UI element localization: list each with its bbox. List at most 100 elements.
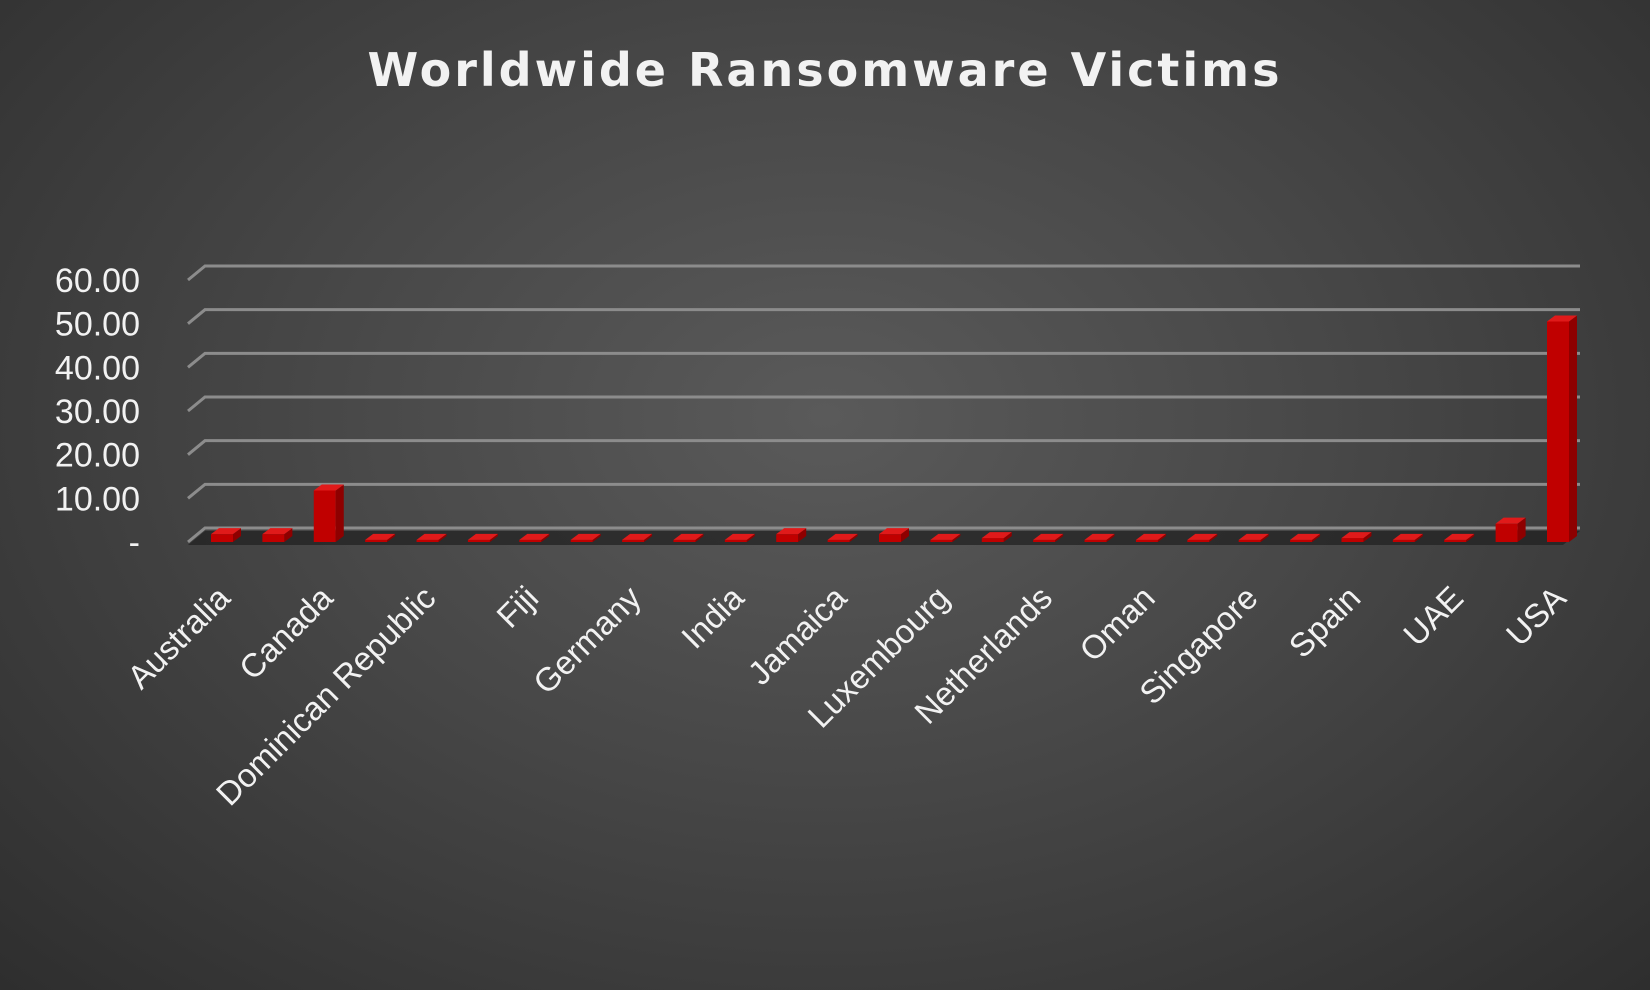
bar-side: [1517, 517, 1526, 542]
bar: [1444, 533, 1475, 542]
bar-side: [1157, 533, 1166, 542]
bar: [1033, 533, 1064, 542]
bar: [776, 528, 807, 542]
bar-top: [1495, 517, 1526, 524]
bar-front: [724, 539, 747, 542]
bar-side: [1363, 532, 1372, 542]
bar-top: [1084, 533, 1115, 540]
bar-top: [879, 528, 909, 535]
bar-front: [981, 538, 1004, 542]
bar-side: [387, 533, 396, 542]
bar: [673, 533, 704, 542]
bar-front: [416, 539, 439, 542]
bars: [211, 315, 1577, 542]
bar-front: [262, 534, 285, 542]
bar-front: [1392, 539, 1415, 542]
bar: [879, 528, 909, 542]
bar-side: [849, 533, 858, 542]
bar: [1495, 517, 1526, 542]
bar-front: [1341, 538, 1364, 542]
bar-top: [1238, 533, 1269, 540]
bar-top: [981, 532, 1012, 539]
bar-top: [1547, 315, 1577, 322]
bar: [467, 533, 498, 542]
bar-front: [673, 539, 696, 542]
bar-side: [1106, 533, 1115, 542]
chart-title: Worldwide Ransomware Victims: [368, 43, 1283, 97]
bar-top: [262, 528, 293, 535]
bar-front: [1187, 539, 1210, 542]
gridline: [187, 264, 1580, 282]
bar-front: [1033, 539, 1056, 542]
bar-front: [1290, 539, 1313, 542]
bar-front: [365, 539, 388, 542]
bar-side: [438, 533, 447, 542]
bar-top: [827, 533, 858, 540]
x-tick-label: Fiji: [489, 579, 545, 635]
bar-top: [930, 533, 961, 540]
bar: [981, 532, 1012, 542]
bar-side: [541, 533, 550, 542]
bar-side: [1209, 533, 1218, 542]
bar-side: [592, 533, 601, 542]
bar-top: [211, 528, 241, 535]
bar-front: [930, 539, 953, 542]
bar-side: [1414, 533, 1423, 542]
gridline: [187, 526, 1580, 544]
gridline: [187, 482, 1580, 500]
bar-side: [1055, 533, 1064, 542]
bar-side: [284, 528, 293, 542]
gridlines: [187, 264, 1580, 545]
bar-front: [1444, 539, 1467, 542]
x-tick-label: India: [674, 578, 751, 655]
bar-front: [776, 534, 799, 542]
bar-front: [1238, 539, 1261, 542]
y-axis-ticks: - 10.00 20.00 30.00 40.00 50.00 60.00: [55, 262, 140, 562]
bar-side: [1003, 532, 1012, 542]
bar: [365, 533, 396, 542]
bar-side: [901, 528, 909, 542]
bar-side: [644, 533, 653, 542]
x-tick-label: Germany: [526, 578, 648, 700]
bar-front: [570, 539, 593, 542]
bar-front: [519, 539, 542, 542]
bar: [1135, 533, 1166, 542]
bar-top: [467, 533, 498, 540]
y-tick-label: 30.00: [55, 393, 140, 431]
bar-top: [1444, 533, 1475, 540]
bar: [1084, 533, 1115, 542]
y-tick-label: -: [129, 524, 140, 562]
y-tick-label: 40.00: [55, 349, 140, 387]
gridline: [187, 439, 1580, 456]
bar: [1547, 315, 1577, 542]
bar-top: [622, 533, 653, 540]
gridline: [187, 395, 1580, 413]
bar-front: [467, 539, 490, 542]
bar-side: [746, 533, 755, 542]
bar: [313, 484, 344, 542]
bar-front: [1547, 321, 1569, 542]
bar-side: [1312, 533, 1321, 542]
bar-top: [1341, 532, 1372, 539]
y-tick-label: 50.00: [55, 306, 140, 344]
bar: [262, 528, 293, 542]
bar-front: [879, 534, 901, 542]
gridline: [187, 308, 1580, 325]
bar: [1392, 533, 1423, 542]
bar-top: [1135, 533, 1166, 540]
x-tick-label: USA: [1499, 579, 1573, 653]
bar-front: [211, 534, 233, 542]
bar: [622, 533, 653, 542]
bar: [724, 533, 755, 542]
bar: [211, 528, 241, 542]
bar-top: [416, 533, 447, 540]
x-tick-label: Oman: [1072, 579, 1162, 669]
bar: [1187, 533, 1218, 542]
bar-front: [1495, 523, 1518, 542]
y-tick-label: 60.00: [55, 262, 140, 300]
bar: [1341, 532, 1372, 542]
bar: [416, 533, 447, 542]
bar: [827, 533, 858, 542]
y-tick-label: 10.00: [55, 480, 140, 518]
